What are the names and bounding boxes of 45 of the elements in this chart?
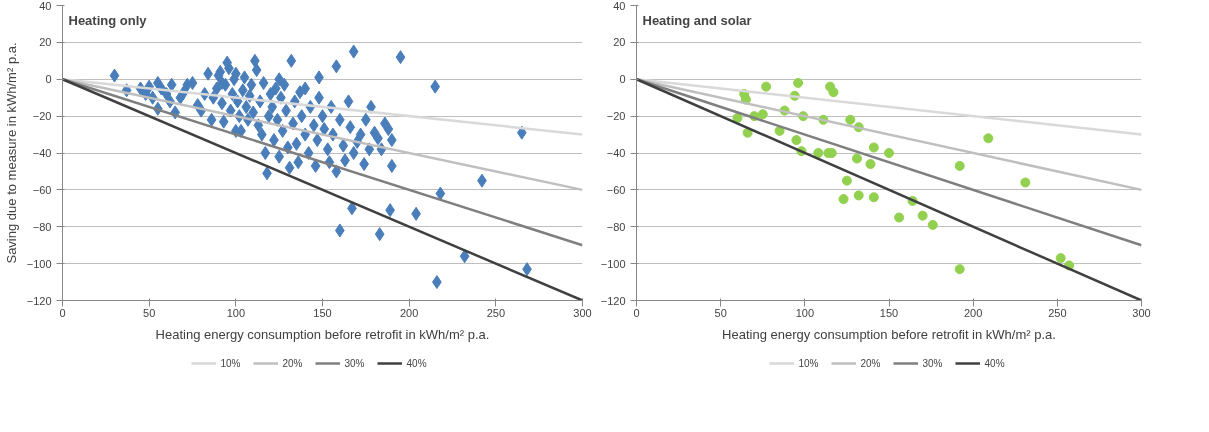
legend-label: 40% [984, 357, 1005, 369]
y-tick-label: 0 [45, 73, 52, 86]
y-tick-label: −20 [32, 110, 52, 123]
x-tick-label: 300 [1132, 306, 1151, 319]
legend-label: 20% [282, 357, 303, 369]
y-tick-label: 0 [619, 73, 626, 86]
text: Heating and solar [642, 12, 752, 28]
y-tick-label: 40 [613, 0, 626, 12]
y-tick-label: −120 [26, 294, 52, 307]
legend-label: 10% [220, 357, 241, 369]
x-tick-label: 250 [1048, 306, 1067, 319]
legend-label: 10% [798, 357, 819, 369]
text: Heating only [68, 12, 148, 28]
y-axis-title: Saving due to measure in kWh/m² p.a. [3, 42, 19, 264]
x-tick-label: 150 [313, 306, 332, 319]
legend-label: 40% [406, 357, 427, 369]
x-axis-title: Heating energy consumption before retrofit in kWh/m² p.a. [722, 326, 1056, 342]
y-tick-label: −100 [600, 257, 626, 270]
y-tick-label: −60 [32, 183, 52, 196]
legend-label: 20% [860, 357, 881, 369]
y-tick-label: 20 [613, 36, 626, 49]
x-tick-label: 0 [59, 306, 66, 319]
y-tick-label: 40 [39, 0, 52, 12]
x-tick-label: 50 [143, 306, 156, 319]
x-tick-label: 0 [633, 306, 640, 319]
y-tick-label: −80 [606, 220, 626, 233]
x-tick-label: 50 [714, 306, 727, 319]
x-axis-title: Heating energy consumption before retrofit in kWh/m² p.a. [155, 326, 490, 342]
y-tick-label: −40 [606, 147, 626, 159]
x-tick-label: 200 [963, 306, 983, 319]
y-tick-label: −40 [32, 147, 52, 159]
x-tick-label: 100 [795, 306, 815, 319]
x-tick-label: 100 [226, 306, 246, 319]
legend-label: 30% [922, 357, 943, 369]
y-tick-label: −100 [26, 257, 52, 270]
y-tick-label: 20 [39, 36, 52, 49]
x-tick-label: 300 [573, 306, 592, 319]
x-tick-label: 200 [399, 306, 419, 319]
y-tick-label: −120 [600, 294, 626, 307]
legend-label: 30% [344, 357, 365, 369]
x-tick-label: 250 [486, 306, 506, 319]
y-tick-label: −60 [606, 183, 626, 196]
y-tick-label: −20 [606, 110, 626, 123]
x-tick-label: 150 [879, 306, 899, 319]
y-tick-label: −80 [32, 220, 52, 233]
